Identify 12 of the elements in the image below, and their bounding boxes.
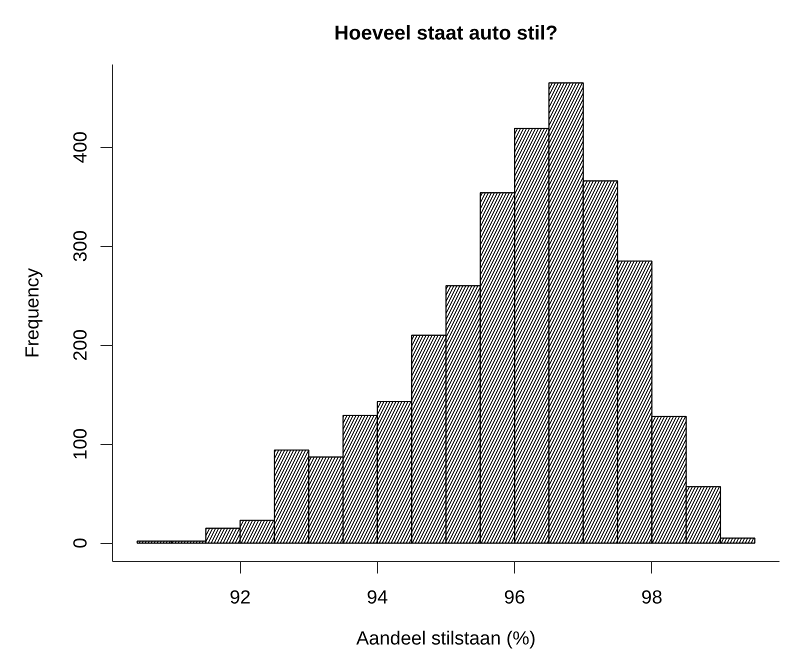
x-tick-label: 96 bbox=[504, 588, 526, 608]
x-tick-label: 94 bbox=[366, 588, 388, 608]
x-axis-title: Aandeel stilstaan (%) bbox=[356, 628, 536, 650]
y-tick-label: 300 bbox=[70, 230, 92, 262]
x-tick-label: 92 bbox=[230, 588, 251, 608]
y-tick-label: 0 bbox=[70, 538, 92, 548]
chart-title: Hoeveel staat auto stil? bbox=[334, 22, 558, 44]
y-tick-label: 100 bbox=[70, 428, 92, 460]
x-tick-label: 98 bbox=[641, 588, 662, 608]
y-tick-label: 400 bbox=[70, 131, 92, 164]
y-axis-title: Frequency bbox=[22, 268, 44, 358]
y-tick-label: 200 bbox=[70, 329, 92, 362]
